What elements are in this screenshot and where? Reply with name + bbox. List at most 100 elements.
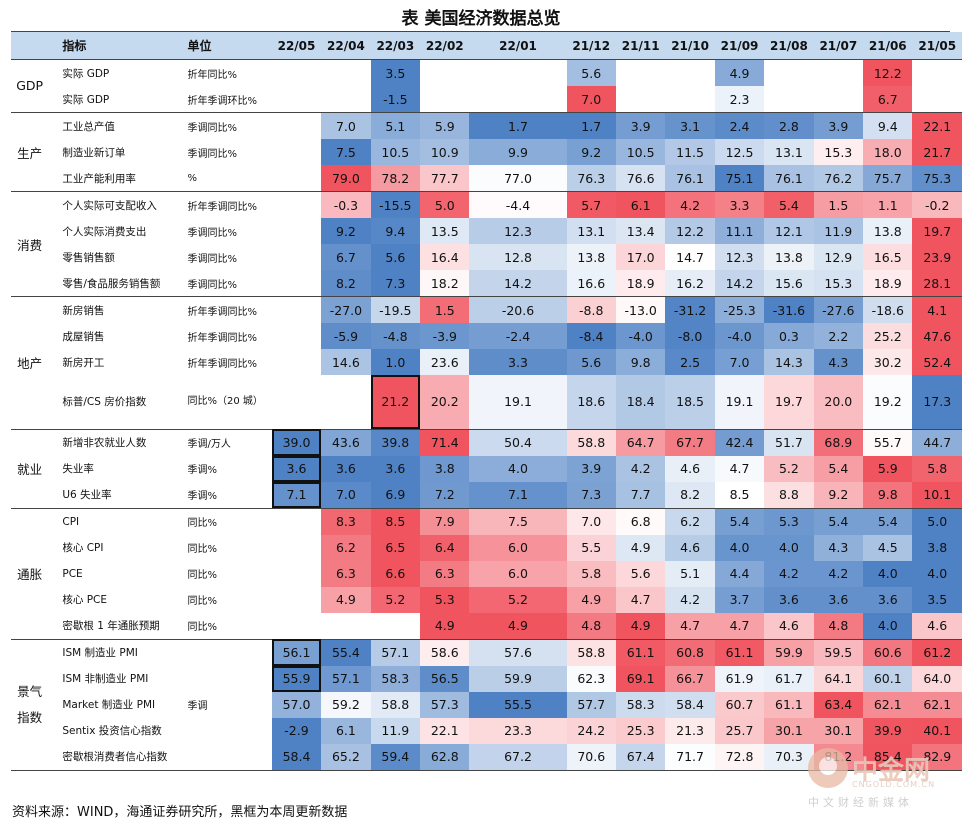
value-cell: 60.1 bbox=[863, 665, 913, 692]
value-cell: 19.1 bbox=[714, 375, 765, 430]
indicator-name: 实际 GDP bbox=[62, 67, 110, 80]
value-cell: 5.8 bbox=[566, 560, 616, 587]
value-cell: -4.0 bbox=[714, 323, 765, 349]
value-cell: 6.6 bbox=[370, 560, 421, 587]
value-cell: 4.2 bbox=[764, 560, 814, 587]
value-cell: 6.1 bbox=[321, 717, 371, 744]
value-cell: 4.2 bbox=[665, 586, 715, 613]
value-cell: 3.7 bbox=[714, 586, 765, 613]
value-cell: 9.2 bbox=[813, 481, 864, 509]
value-cell: 67.2 bbox=[469, 743, 567, 771]
table-row: U6 失业率 季调% 7.1 7.0 6.9 7.2 7.1 7.3 7.7 8.2 8.5 8.8 9… bbox=[11, 481, 962, 509]
unit-label: 季调同比% bbox=[187, 253, 238, 265]
value-cell: -4.0 bbox=[615, 323, 666, 349]
value-cell: 18.5 bbox=[665, 375, 715, 430]
value-cell: 23.3 bbox=[469, 717, 567, 744]
value-cell: 4.7 bbox=[714, 455, 765, 482]
header-month: 22/05 bbox=[271, 32, 322, 60]
indicator-name: 新房销售 bbox=[62, 304, 105, 317]
value-cell: 5.3 bbox=[764, 508, 814, 535]
value-cell: 18.0 bbox=[863, 139, 913, 165]
value-cell bbox=[912, 59, 962, 86]
value-cell: 9.8 bbox=[863, 481, 913, 509]
table-row: 成屋销售 折年季调同比% -5.9 -4.8 -3.9 -2.4 -8.4 -4.0 -8.0-… bbox=[11, 323, 962, 349]
table-row: 零售/食品服务销售额 季调同比% 8.2 7.3 18.2 14.2 16.6 18.9 16.… bbox=[11, 270, 962, 297]
value-cell: -27.6 bbox=[813, 296, 864, 323]
value-cell: 4.2 bbox=[665, 191, 715, 218]
value-cell: -0.3 bbox=[321, 191, 371, 218]
table-row: 标普/CS 房价指数 同比%（20 城） 21.2 20.2 19.1 18.6 18.4 1… bbox=[11, 375, 962, 430]
indicator-name: Market 制造业 PMI bbox=[62, 699, 156, 711]
value-cell: 79.0 bbox=[321, 165, 371, 192]
indicator-name: ISM 非制造业 PMI bbox=[62, 673, 149, 685]
unit-label bbox=[185, 718, 272, 744]
value-cell: 5.2 bbox=[370, 586, 421, 613]
value-cell: 1.0 bbox=[370, 349, 421, 375]
value-cell: 0.3 bbox=[764, 323, 814, 349]
value-cell: 6.5 bbox=[370, 534, 421, 561]
value-cell: 67.4 bbox=[615, 743, 666, 771]
value-cell: 17.0 bbox=[615, 244, 666, 270]
value-cell: 22.1 bbox=[912, 112, 962, 139]
value-cell: 7.0 bbox=[566, 86, 616, 113]
value-cell: 11.5 bbox=[665, 139, 715, 165]
value-cell bbox=[271, 296, 322, 323]
value-cell: 4.6 bbox=[912, 612, 962, 640]
value-cell: 16.2 bbox=[665, 270, 715, 297]
indicator-name: 个人实际可支配收入 bbox=[62, 199, 157, 212]
value-cell: 9.9 bbox=[469, 139, 567, 165]
value-cell: 4.6 bbox=[764, 612, 814, 640]
indicator-name: 核心 CPI bbox=[62, 542, 104, 554]
value-cell bbox=[912, 86, 962, 113]
table-title: 表 美国经济数据总览 bbox=[401, 9, 561, 29]
value-cell: 3.1 bbox=[665, 112, 715, 139]
watermark: 中金网 CNGOLD.COM.CN 中文财经新媒体 bbox=[808, 748, 958, 812]
value-cell: 72.8 bbox=[714, 743, 765, 771]
value-cell: 55.7 bbox=[863, 429, 913, 456]
value-cell: 3.6 bbox=[271, 455, 322, 482]
header-month: 22/01 bbox=[469, 32, 567, 60]
value-cell: 18.4 bbox=[615, 375, 666, 430]
unit-label: 折年季调同比% bbox=[187, 358, 258, 370]
value-cell bbox=[271, 112, 322, 139]
indicator-name: 工业总产值 bbox=[62, 120, 115, 133]
value-cell: 56.1 bbox=[271, 639, 322, 666]
watermark-url: CNGOLD.COM.CN bbox=[852, 780, 936, 789]
value-cell: 13.8 bbox=[764, 244, 814, 270]
value-cell: 4.0 bbox=[863, 612, 913, 640]
header-month: 21/09 bbox=[714, 32, 765, 60]
value-cell: 4.9 bbox=[420, 612, 470, 640]
value-cell: 61.9 bbox=[714, 665, 765, 692]
value-cell: 20.0 bbox=[813, 375, 864, 430]
value-cell bbox=[321, 59, 371, 86]
value-cell: 5.7 bbox=[566, 191, 616, 218]
unit-label bbox=[185, 666, 272, 692]
value-cell: 57.1 bbox=[370, 639, 421, 666]
value-cell: 61.1 bbox=[615, 639, 666, 666]
value-cell: 65.2 bbox=[321, 743, 371, 771]
value-cell: 59.9 bbox=[469, 665, 567, 692]
header-indicator: 指标 bbox=[48, 32, 185, 60]
header-month: 21/12 bbox=[566, 32, 616, 60]
value-cell: 11.1 bbox=[714, 218, 765, 244]
value-cell: 2.2 bbox=[813, 323, 864, 349]
value-cell: -13.0 bbox=[615, 296, 666, 323]
value-cell: 3.3 bbox=[469, 349, 567, 375]
value-cell: 5.5 bbox=[566, 534, 616, 561]
value-cell: 13.1 bbox=[566, 218, 616, 244]
unit-label: 同比% bbox=[187, 544, 218, 555]
header-month: 21/10 bbox=[665, 32, 715, 60]
value-cell bbox=[271, 191, 322, 218]
value-cell: 14.3 bbox=[764, 349, 814, 375]
value-cell: 7.0 bbox=[321, 481, 371, 509]
value-cell bbox=[321, 86, 371, 113]
indicator-name: PCE bbox=[62, 567, 83, 580]
indicator-name: 核心 PCE bbox=[62, 594, 108, 606]
value-cell: 4.6 bbox=[665, 455, 715, 482]
watermark-subtitle: 中文财经新媒体 bbox=[808, 796, 913, 809]
value-cell: 13.4 bbox=[615, 218, 666, 244]
value-cell: 39.0 bbox=[271, 429, 322, 456]
value-cell: -31.6 bbox=[764, 296, 814, 323]
value-cell: 22.1 bbox=[420, 717, 470, 744]
table-row: 制造业新订单 季调同比% 7.5 10.5 10.9 9.9 9.2 10.5 11.5 12.5… bbox=[11, 139, 962, 165]
